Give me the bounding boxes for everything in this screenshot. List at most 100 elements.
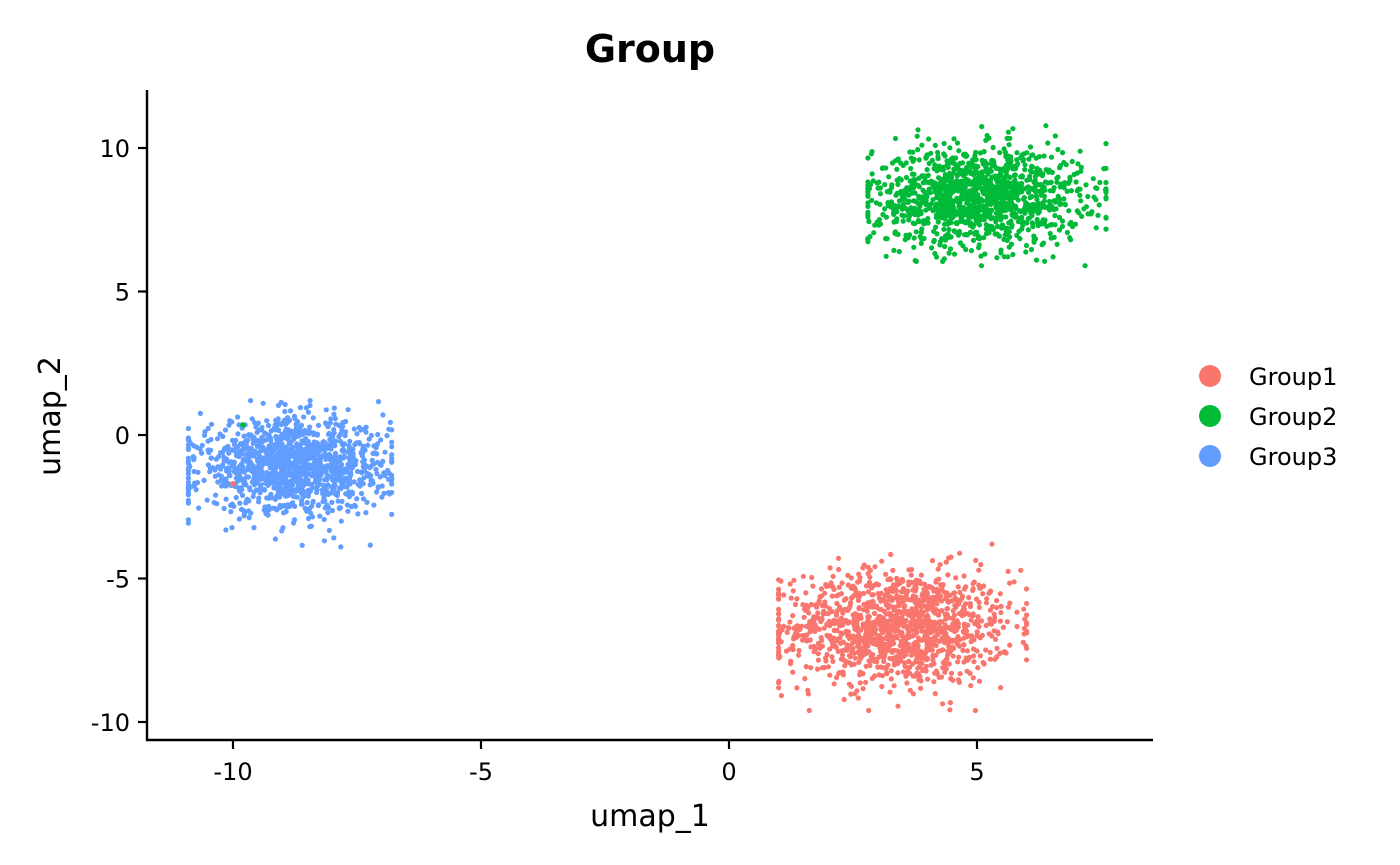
point	[904, 680, 910, 686]
point	[957, 218, 964, 224]
point	[973, 209, 979, 215]
point	[975, 220, 982, 226]
point	[357, 477, 363, 483]
point	[185, 497, 191, 504]
point	[813, 624, 819, 630]
point	[943, 233, 949, 239]
point	[978, 263, 985, 269]
point	[830, 658, 836, 665]
point	[925, 172, 931, 178]
point	[792, 601, 799, 608]
point	[1041, 153, 1047, 159]
point	[995, 179, 1001, 185]
point	[389, 452, 395, 458]
point	[842, 663, 848, 669]
point	[960, 189, 967, 195]
point	[855, 579, 861, 585]
point	[1041, 198, 1047, 204]
point	[1020, 158, 1026, 164]
point	[942, 214, 949, 220]
point	[1057, 165, 1063, 171]
point	[379, 494, 385, 500]
point	[375, 485, 381, 491]
point	[265, 472, 271, 478]
point	[778, 639, 784, 645]
point	[948, 156, 954, 163]
point	[1022, 616, 1028, 622]
point	[951, 590, 958, 596]
point	[815, 666, 821, 672]
point	[282, 493, 289, 499]
point	[294, 479, 300, 485]
point	[972, 707, 979, 714]
point	[833, 612, 840, 618]
point	[983, 600, 990, 606]
point	[311, 453, 317, 459]
point	[981, 149, 987, 155]
point	[1025, 184, 1031, 190]
outlier-point	[240, 422, 246, 428]
point	[790, 642, 796, 649]
point	[821, 625, 827, 631]
point	[821, 664, 828, 671]
point	[776, 685, 782, 691]
point	[917, 664, 923, 670]
point	[362, 464, 368, 470]
point	[242, 479, 248, 485]
point	[199, 450, 205, 456]
point	[827, 672, 833, 678]
point	[288, 491, 294, 497]
point	[858, 637, 865, 644]
point	[221, 457, 227, 463]
point	[830, 573, 836, 580]
point	[1056, 214, 1063, 221]
point	[335, 490, 341, 496]
point	[251, 489, 257, 495]
point	[1022, 205, 1028, 211]
point	[1066, 208, 1072, 214]
point	[951, 628, 958, 635]
point	[863, 632, 870, 639]
point	[784, 629, 790, 636]
point	[239, 492, 246, 498]
point	[257, 486, 263, 492]
point	[861, 590, 867, 597]
point	[229, 525, 235, 531]
point	[993, 193, 999, 199]
point	[998, 247, 1004, 253]
point	[935, 154, 941, 160]
point	[341, 477, 347, 483]
point	[893, 192, 899, 198]
point	[1082, 263, 1088, 269]
point	[803, 623, 810, 629]
point	[208, 436, 214, 443]
point	[931, 228, 937, 234]
point	[776, 592, 782, 598]
point	[902, 663, 908, 669]
point	[1063, 162, 1069, 168]
point	[944, 162, 950, 168]
point	[250, 440, 256, 446]
point	[914, 670, 920, 677]
point	[387, 419, 393, 425]
point	[1021, 195, 1027, 201]
point	[944, 221, 950, 227]
point	[817, 594, 823, 600]
point	[314, 432, 320, 438]
point	[201, 477, 207, 483]
point	[890, 656, 896, 662]
point	[196, 505, 202, 511]
point	[294, 459, 300, 465]
legend-swatch	[1199, 445, 1221, 467]
point	[1012, 172, 1018, 178]
point	[1027, 173, 1033, 180]
point	[848, 662, 855, 668]
point	[975, 180, 981, 186]
point	[185, 471, 191, 477]
point	[1009, 189, 1015, 195]
point	[923, 663, 929, 670]
point	[776, 617, 782, 623]
point	[863, 583, 870, 589]
point	[949, 647, 955, 653]
point	[876, 222, 882, 228]
